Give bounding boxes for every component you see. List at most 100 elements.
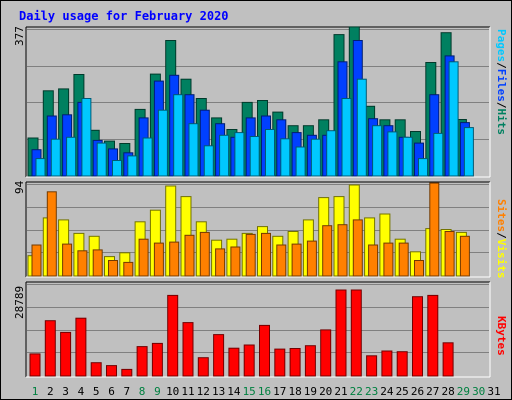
bar-kbytes-day-4: [75, 317, 87, 377]
bar-kbytes-day-6: [106, 365, 117, 377]
bar-sites-day-5: [92, 249, 103, 277]
bar-kbytes-day-20: [320, 329, 332, 377]
ymax-label-visits: 94: [13, 180, 26, 194]
bar-pages-day-1: [35, 158, 46, 177]
x-tick-label: 24: [380, 385, 394, 398]
bar-kbytes-day-19: [304, 345, 316, 377]
bar-kbytes-day-26: [412, 296, 423, 377]
x-tick-label: 27: [426, 385, 439, 398]
bar-pages-day-24: [387, 131, 398, 177]
legend-visits: Sites/Visits: [495, 199, 508, 279]
x-tick-label: 19: [304, 385, 317, 398]
legend-entry: /: [495, 101, 508, 109]
bar-sites-day-13: [215, 248, 226, 277]
bar-sites-day-12: [199, 231, 210, 277]
bar-kbytes-day-23: [366, 355, 378, 377]
bar-sites-day-21: [337, 224, 348, 277]
x-tick-label: 8: [139, 385, 146, 398]
bar-kbytes-day-7: [121, 368, 133, 377]
x-tick-label: 22: [350, 385, 363, 398]
bar-pages-day-14: [234, 132, 245, 177]
bar-pages-day-27: [433, 132, 444, 177]
legend-entry: Pages: [495, 29, 508, 63]
legend-hits: Pages/Files/Hits: [495, 29, 508, 135]
bar-pages-day-9: [157, 109, 168, 177]
bar-sites-day-2: [46, 191, 57, 277]
bar-sites-day-11: [184, 234, 195, 277]
bar-sites-day-19: [306, 240, 317, 277]
x-tick-label: 13: [212, 385, 225, 398]
bar-pages-day-19: [310, 138, 321, 177]
bar-kbytes-day-2: [44, 320, 56, 377]
bar-kbytes-day-25: [396, 351, 408, 377]
bar-sites-day-22: [352, 219, 363, 277]
bar-pages-day-29: [463, 127, 474, 177]
x-tick-label: 25: [396, 385, 409, 398]
bar-pages-day-17: [280, 138, 291, 177]
bar-kbytes-day-11: [182, 322, 194, 377]
legend-entry: KBytes: [495, 316, 508, 356]
bar-sites-day-23: [368, 244, 379, 277]
bar-sites-day-14: [230, 246, 241, 277]
bar-sites-day-4: [77, 250, 88, 277]
bar-pages-day-22: [356, 78, 367, 177]
bar-kbytes-day-3: [60, 331, 72, 377]
bar-kbytes-day-14: [228, 347, 240, 377]
x-tick-label: 23: [365, 385, 378, 398]
bar-pages-day-7: [127, 155, 138, 177]
x-tick-label: 28: [441, 385, 454, 398]
bar-kbytes-day-22: [350, 289, 362, 377]
x-tick-label: 16: [258, 385, 271, 398]
bar-pages-day-25: [402, 136, 413, 177]
bar-pages-day-10: [173, 94, 184, 177]
bar-sites-day-18: [291, 243, 302, 277]
bar-pages-day-2: [50, 138, 61, 177]
legend-kbytes: KBytes: [495, 316, 508, 356]
bar-sites-day-8: [138, 238, 149, 277]
bar-sites-day-1: [31, 244, 42, 277]
x-tick-label: 29: [457, 385, 470, 398]
bar-pages-day-11: [188, 123, 199, 177]
x-tick-label: 31: [487, 385, 500, 398]
x-tick-label: 2: [47, 385, 54, 398]
bar-pages-day-4: [81, 98, 92, 177]
bar-pages-day-16: [265, 129, 275, 177]
x-tick-label: 15: [243, 385, 256, 398]
legend-entry: /: [495, 232, 508, 239]
x-tick-label: 6: [108, 385, 115, 398]
bar-sites-day-20: [322, 225, 333, 277]
bar-kbytes-day-1: [29, 353, 41, 377]
x-tick-label: 20: [319, 385, 332, 398]
bar-sites-day-16: [261, 232, 271, 277]
x-tick-label: 14: [227, 385, 241, 398]
ymax-label-hits: 377: [13, 26, 26, 46]
bar-sites-day-15: [245, 233, 256, 277]
bar-kbytes-day-12: [197, 357, 209, 377]
bar-pages-day-5: [96, 142, 107, 177]
bar-sites-day-25: [398, 242, 409, 277]
bar-pages-day-15: [249, 136, 260, 177]
bar-pages-day-12: [203, 145, 214, 177]
legend-entry: Visits: [495, 238, 508, 279]
x-tick-label: 21: [334, 385, 347, 398]
bar-pages-day-21: [341, 98, 352, 177]
bar-pages-day-23: [372, 125, 383, 177]
x-tick-label: 12: [197, 385, 210, 398]
bar-kbytes-day-18: [289, 348, 301, 377]
x-tick-label: 17: [273, 385, 286, 398]
bar-pages-day-18: [295, 146, 306, 177]
x-tick-label: 9: [154, 385, 161, 398]
bar-sites-day-17: [276, 244, 287, 277]
bar-sites-day-3: [62, 243, 73, 277]
ymax-label-kbytes: 28789: [13, 285, 26, 319]
bar-kbytes-day-27: [427, 294, 439, 377]
bar-sites-day-27: [429, 182, 440, 277]
bar-kbytes-day-10: [167, 294, 179, 377]
bar-kbytes-day-17: [274, 348, 286, 377]
legend-entry: Hits: [495, 108, 508, 136]
bar-pages-day-20: [326, 130, 337, 177]
bar-pages-day-26: [418, 158, 428, 177]
x-tick-label: 7: [123, 385, 130, 398]
bar-kbytes-day-8: [136, 346, 148, 377]
